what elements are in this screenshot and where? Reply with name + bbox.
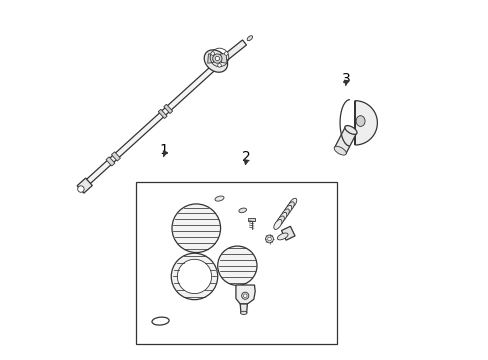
Polygon shape [248,218,254,221]
Ellipse shape [285,202,294,212]
Ellipse shape [276,216,284,226]
Ellipse shape [204,50,227,72]
Circle shape [241,292,248,299]
Ellipse shape [288,198,296,208]
Text: 3: 3 [341,72,350,86]
Ellipse shape [246,36,252,41]
Polygon shape [215,40,246,66]
Polygon shape [78,62,219,191]
Ellipse shape [283,205,291,215]
Circle shape [265,235,273,243]
Circle shape [172,204,220,252]
Polygon shape [240,304,247,313]
Text: 2: 2 [242,150,250,165]
Polygon shape [220,54,226,63]
Ellipse shape [333,146,346,155]
Circle shape [215,57,219,61]
Polygon shape [334,127,356,154]
Circle shape [267,237,271,241]
Ellipse shape [277,233,287,240]
Polygon shape [106,157,115,166]
Polygon shape [163,104,172,113]
Ellipse shape [281,209,289,219]
Circle shape [217,246,257,285]
Circle shape [171,253,217,300]
Polygon shape [354,101,377,145]
Circle shape [212,54,222,63]
Polygon shape [281,226,294,240]
Circle shape [243,294,246,297]
Ellipse shape [273,220,281,229]
Circle shape [224,52,227,55]
Ellipse shape [239,208,246,213]
Polygon shape [158,109,167,118]
Polygon shape [111,152,120,161]
Polygon shape [235,285,255,304]
Circle shape [217,64,221,67]
Ellipse shape [355,116,365,126]
Ellipse shape [344,126,356,134]
Circle shape [78,186,84,192]
Ellipse shape [278,212,286,222]
Polygon shape [77,178,92,193]
Circle shape [177,259,211,294]
Ellipse shape [240,311,246,315]
Bar [135,182,337,344]
Circle shape [210,52,214,55]
Text: 1: 1 [160,143,168,157]
Ellipse shape [215,196,224,201]
Polygon shape [207,54,214,63]
